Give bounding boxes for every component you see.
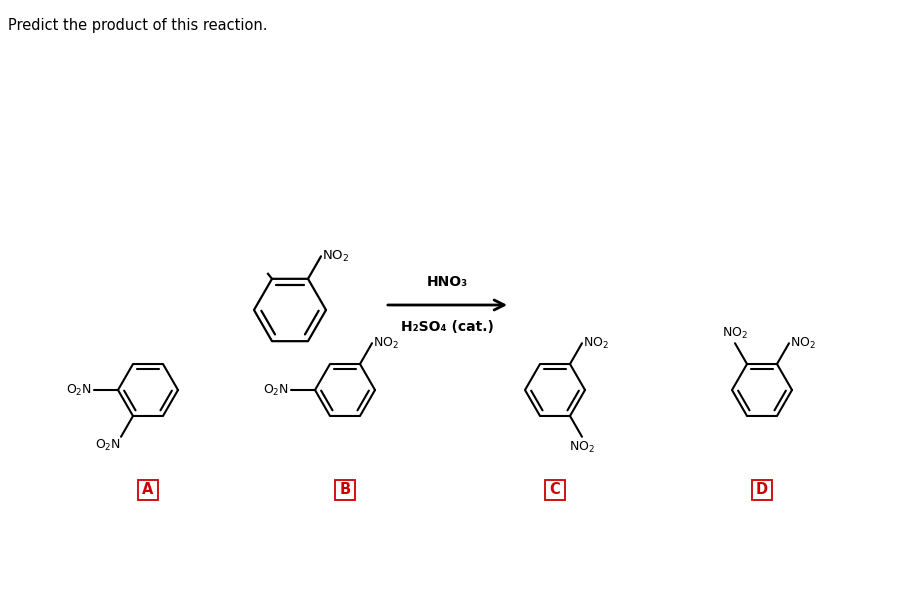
Text: A: A	[143, 483, 153, 497]
Text: H₂SO₄ (cat.): H₂SO₄ (cat.)	[400, 320, 493, 334]
Text: HNO₃: HNO₃	[427, 275, 467, 289]
Bar	[751, 480, 771, 500]
Text: O$_2$N: O$_2$N	[66, 382, 92, 398]
Text: Predict the product of this reaction.: Predict the product of this reaction.	[8, 18, 267, 33]
Text: NO$_2$: NO$_2$	[373, 336, 399, 351]
Text: NO$_2$: NO$_2$	[322, 249, 349, 264]
Bar	[335, 480, 354, 500]
Bar	[545, 480, 565, 500]
Bar	[138, 480, 158, 500]
Text: C: C	[549, 483, 560, 497]
Text: D: D	[755, 483, 768, 497]
Text: NO$_2$: NO$_2$	[722, 326, 747, 341]
Text: NO$_2$: NO$_2$	[583, 336, 608, 351]
Text: NO$_2$: NO$_2$	[568, 440, 594, 455]
Text: O$_2$N: O$_2$N	[95, 438, 121, 453]
Text: NO$_2$: NO$_2$	[789, 336, 815, 351]
Text: O$_2$N: O$_2$N	[262, 382, 289, 398]
Text: B: B	[339, 483, 350, 497]
